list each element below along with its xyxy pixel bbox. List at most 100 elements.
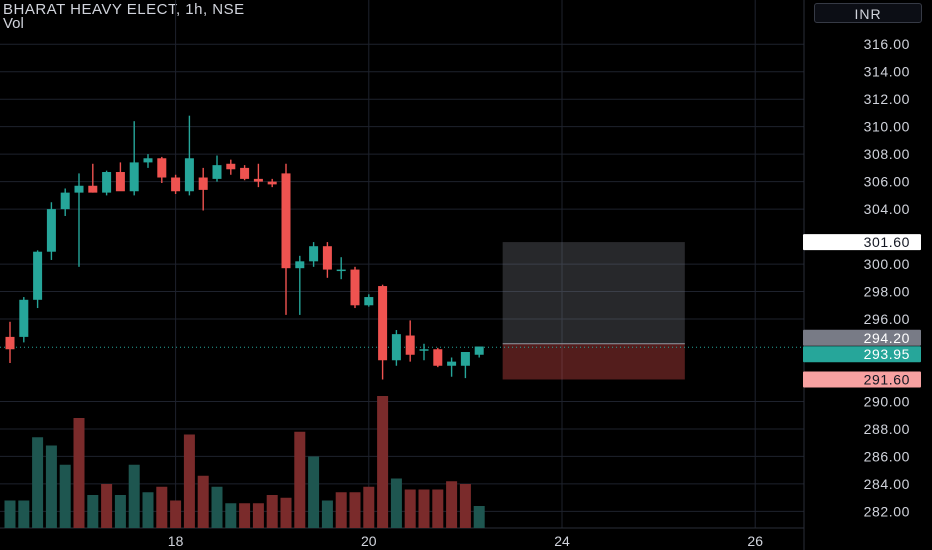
candle-body (74, 185, 84, 193)
y-tick-label: 296.00 (864, 311, 910, 327)
price-label-bg-current (803, 346, 921, 363)
y-tick-label: 314.00 (864, 64, 910, 80)
candle-body (115, 172, 125, 192)
candle-body (102, 172, 112, 193)
volume-bar (45, 445, 57, 528)
volume-bar (446, 481, 458, 528)
candle-body (350, 269, 360, 306)
candle-body (433, 349, 443, 366)
volume-bar (73, 418, 85, 528)
candle-body (253, 178, 263, 182)
volume-bar (294, 431, 306, 528)
candle-body (267, 181, 277, 185)
candle-body (309, 246, 319, 262)
candle-body (129, 162, 139, 192)
volume-bar (459, 484, 471, 528)
volume-bar (473, 506, 485, 528)
volume-bar (156, 486, 168, 528)
candle-body (88, 185, 98, 193)
y-tick-label: 288.00 (864, 421, 910, 437)
candle-body (226, 163, 236, 170)
y-tick-label: 304.00 (864, 201, 910, 217)
volume-bar (432, 489, 444, 528)
candle-body (212, 165, 222, 179)
volume-bar (197, 475, 209, 528)
candle-body (322, 246, 332, 270)
price-label-bg-stop (803, 371, 921, 388)
volume-bar (377, 396, 389, 528)
y-tick-label: 286.00 (864, 448, 910, 464)
candle-body (240, 167, 250, 179)
candle-body (364, 297, 374, 306)
y-tick-label: 308.00 (864, 146, 910, 162)
y-tick-label: 282.00 (864, 503, 910, 519)
y-tick-label: 290.00 (864, 393, 910, 409)
y-tick-label: 316.00 (864, 36, 910, 52)
candle-body (46, 209, 56, 252)
volume-bar (335, 492, 347, 528)
candle-body (405, 335, 415, 355)
volume-bar (114, 495, 126, 528)
candle-body (184, 158, 194, 192)
y-tick-label: 284.00 (864, 476, 910, 492)
volume-bar (59, 464, 71, 528)
x-tick-label: 20 (361, 533, 377, 549)
volume-bar (308, 456, 320, 528)
volume-bar (239, 503, 251, 528)
stop-zone[interactable] (502, 343, 685, 380)
target-zone[interactable] (502, 242, 685, 344)
candle-body (171, 177, 181, 192)
candle-body (336, 269, 346, 272)
volume-bar (4, 500, 16, 528)
candle-body (447, 361, 457, 366)
volume-bar (349, 492, 361, 528)
candle-body (157, 158, 167, 178)
price-label-prior: 294.20 (864, 330, 910, 346)
candle-body (143, 158, 153, 163)
volume-bar (363, 486, 375, 528)
candle-body (198, 177, 208, 190)
volume-bar (142, 492, 154, 528)
volume-label: Vol (3, 15, 24, 32)
x-tick-label: 26 (747, 533, 763, 549)
volume-bar (280, 497, 292, 528)
price-label-bg-target (803, 234, 921, 251)
candle-body (474, 346, 484, 355)
volume-bar (418, 489, 430, 528)
volume-bar (321, 500, 333, 528)
volume-bar (266, 495, 278, 528)
candle-body (5, 336, 15, 350)
y-tick-label: 298.00 (864, 284, 910, 300)
volume-bar (390, 478, 402, 528)
price-label-stop: 291.60 (864, 371, 910, 387)
price-label-bg-prior (803, 329, 921, 346)
candle-body (60, 192, 70, 210)
volume-bar (211, 486, 223, 528)
volume-bar (252, 503, 264, 528)
volume-bar (225, 503, 237, 528)
volume-bar (170, 500, 182, 528)
candle-body (281, 173, 291, 269)
x-tick-label: 18 (168, 533, 184, 549)
candle-body (460, 352, 470, 366)
price-label-target: 301.60 (864, 234, 910, 250)
y-tick-label: 306.00 (864, 174, 910, 190)
x-tick-label: 24 (554, 533, 570, 549)
y-tick-label: 312.00 (864, 91, 910, 107)
currency-button[interactable]: INR (814, 3, 922, 23)
candle-body (19, 299, 29, 337)
volume-bar (87, 495, 99, 528)
y-tick-label: 310.00 (864, 119, 910, 135)
candle-body (391, 334, 401, 361)
volume-bar (32, 437, 44, 528)
candle-body (419, 349, 429, 351)
volume-bar (128, 464, 140, 528)
volume-bar (101, 484, 113, 528)
price-label-current: 293.95 (864, 346, 910, 362)
volume-bar (183, 434, 195, 528)
candle-body (295, 261, 305, 269)
volume-bar (18, 500, 30, 528)
chart-title: BHARAT HEAVY ELECT, 1h, NSE (3, 1, 245, 18)
candle-body (378, 286, 388, 361)
